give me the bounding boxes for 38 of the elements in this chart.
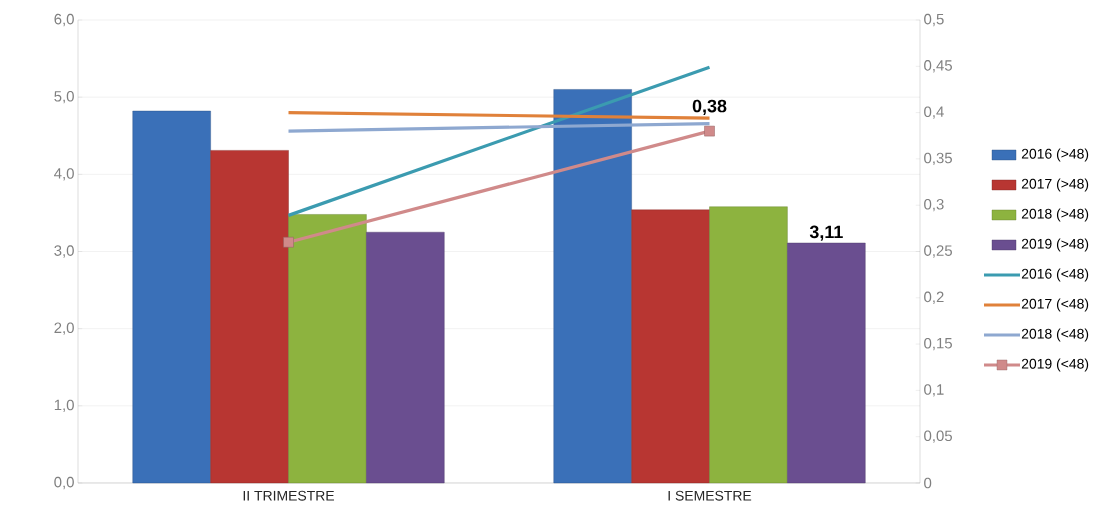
y2-tick-label: 0,1	[924, 384, 944, 397]
data-label: 3,11	[809, 225, 843, 241]
legend-label: 2018 (<48)	[1021, 328, 1089, 342]
y2-tick-label: 0,05	[924, 430, 952, 443]
y2-tick-label: 0,45	[924, 60, 952, 73]
y2-tick-label: 0,25	[924, 245, 952, 258]
bar	[787, 242, 866, 484]
legend-label: 2017 (<48)	[1021, 298, 1089, 312]
legend-label: 2018 (>48)	[1021, 208, 1089, 222]
y2-tick-label: 0,5	[924, 13, 944, 27]
y-tick-label: 0,0	[54, 476, 74, 490]
legend-label: 2017 (>48)	[1021, 178, 1089, 192]
legend-label: 2019 (>48)	[1021, 238, 1089, 252]
y-tick-label: 1,0	[54, 399, 74, 412]
y-tick-label: 4,0	[54, 168, 74, 181]
y2-tick-label: 0,35	[924, 152, 952, 166]
bar	[631, 209, 710, 484]
legend-label: 2016 (>48)	[1021, 148, 1089, 162]
y2-tick-label: 0,2	[924, 291, 944, 304]
x-tick-label: I SEMESTRE	[668, 490, 752, 501]
bar	[553, 89, 632, 484]
data-label: 0,38	[692, 99, 727, 115]
y2-tick-label: 0	[924, 477, 932, 489]
y2-tick-label: 0,3	[924, 199, 944, 212]
bar	[288, 214, 367, 484]
bar	[366, 232, 445, 484]
bar	[132, 110, 211, 484]
y2-tick-label: 0,4	[924, 106, 944, 119]
y-tick-label: 6,0	[54, 13, 74, 27]
y2-tick-label: 0,15	[924, 337, 952, 351]
bar	[709, 206, 788, 484]
y-tick-label: 3,0	[54, 245, 74, 258]
legend-label: 2016 (<48)	[1021, 268, 1089, 282]
y-tick-label: 2,0	[54, 322, 74, 335]
legend-label: 2019 (<48)	[1021, 358, 1089, 372]
y-tick-label: 5,0	[54, 90, 74, 104]
bar	[210, 150, 289, 484]
x-tick-label: II TRIMESTRE	[243, 490, 335, 501]
